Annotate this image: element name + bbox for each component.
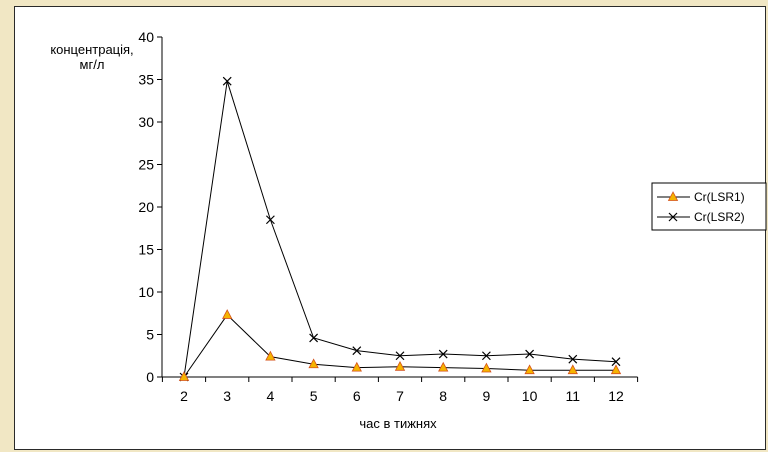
legend-label: Cr(LSR2)	[694, 210, 745, 224]
y-tick-label: 20	[138, 199, 154, 215]
data-point	[525, 349, 535, 359]
data-point	[611, 357, 621, 367]
data-point	[481, 351, 491, 361]
series-0	[178, 309, 622, 381]
data-point	[178, 371, 190, 381]
data-point	[567, 364, 578, 375]
x-tick-label: 9	[483, 388, 491, 404]
chart-frame	[14, 6, 766, 450]
x-tick-label: 10	[522, 388, 538, 404]
data-point	[524, 364, 535, 375]
x-tick-label: 2	[180, 388, 188, 404]
x-tick-label: 6	[353, 388, 361, 404]
y-tick-label: 0	[146, 369, 154, 385]
x-tick-label: 3	[223, 388, 231, 404]
series-line	[183, 81, 617, 378]
y-axis-label-line2: мг/л	[80, 57, 105, 72]
data-point	[265, 215, 275, 225]
y-tick-label: 35	[138, 72, 154, 88]
data-point	[438, 349, 448, 359]
legend: Cr(LSR1) Cr(LSR2)	[651, 182, 767, 231]
legend-marker	[667, 191, 679, 201]
data-point	[610, 364, 622, 375]
series-layer	[178, 76, 622, 382]
data-point	[309, 333, 319, 343]
data-point	[394, 360, 406, 371]
data-point	[351, 361, 362, 372]
x-tick-label: 12	[608, 388, 624, 404]
y-tick-label: 30	[138, 114, 154, 130]
data-point	[352, 346, 362, 356]
data-point	[308, 358, 319, 369]
y-tick-label: 25	[138, 157, 154, 173]
axes: 0 5 10 15 20 25 30 35 40 2 3 4 5 6 7 8 9 10 11 12	[138, 29, 639, 404]
y-axis-label-line1: концентрація,	[50, 42, 133, 57]
legend-box	[651, 182, 767, 231]
series-1	[179, 76, 621, 382]
x-tick-label: 8	[439, 388, 447, 404]
y-tick-label: 10	[138, 284, 154, 300]
data-point	[568, 354, 578, 364]
data-point	[481, 362, 492, 373]
legend-label: Cr(LSR1)	[694, 190, 745, 204]
data-point	[265, 350, 276, 361]
x-tick-label: 7	[396, 388, 404, 404]
legend-marker	[668, 212, 678, 222]
data-point	[222, 309, 233, 319]
x-axis-label: час в тижнях	[359, 416, 437, 431]
y-tick-label: 40	[138, 29, 154, 45]
x-tick-label: 5	[310, 388, 318, 404]
x-tick-label: 4	[267, 388, 275, 404]
y-tick-label: 15	[138, 242, 154, 258]
y-tick-label: 5	[146, 327, 154, 343]
data-point	[222, 76, 232, 86]
data-point	[438, 361, 449, 372]
data-point	[395, 351, 405, 361]
x-tick-label: 11	[566, 388, 581, 404]
